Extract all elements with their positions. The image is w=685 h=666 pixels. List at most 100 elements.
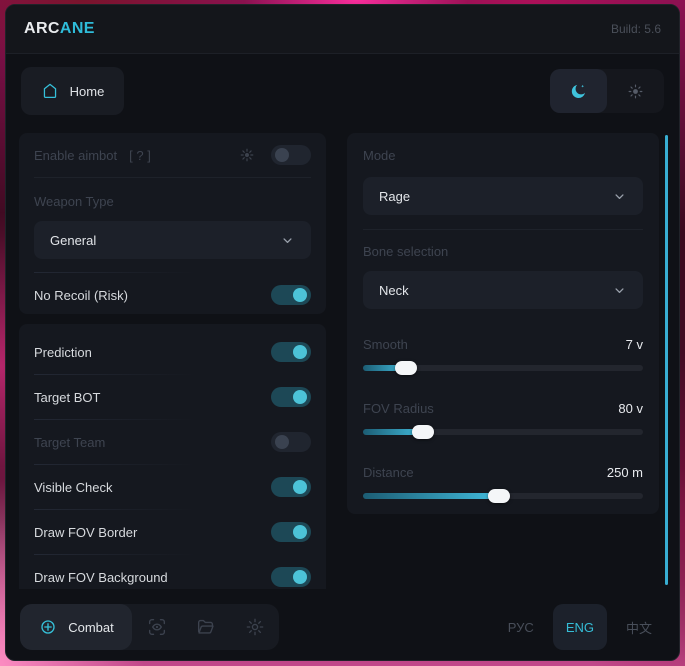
- brand-logo: ARCANE: [24, 20, 95, 38]
- gear-icon: [246, 618, 263, 636]
- distance-slider-track[interactable]: [363, 489, 643, 503]
- chevron-down-icon: [280, 233, 295, 248]
- crosshair-plus-icon: [41, 620, 55, 634]
- tab-bar: Combat: [20, 604, 279, 650]
- divider: [34, 374, 195, 375]
- chevron-down-icon: [612, 189, 627, 204]
- divider: [34, 272, 195, 273]
- divider: [34, 554, 195, 555]
- toggle-row-target-bot: Target BOT: [34, 375, 311, 419]
- divider: [34, 177, 311, 178]
- fov-radius-slider-track[interactable]: [363, 425, 643, 439]
- aimbot-column: Enable aimbot[ ? ] Weapon Type General: [19, 133, 326, 589]
- fov-radius-value: 80 v: [618, 401, 643, 416]
- mode-dropdown[interactable]: Rage: [363, 177, 643, 215]
- bottom-bar: Combat РУС ENG 中文: [6, 599, 679, 655]
- smooth-slider-knob[interactable]: [395, 361, 418, 375]
- fov-radius-slider-knob[interactable]: [412, 425, 435, 439]
- tab-settings[interactable]: [230, 604, 279, 650]
- slider-fill: [363, 429, 424, 435]
- toggle-label: Prediction: [34, 344, 92, 360]
- lang-rus-button[interactable]: РУС: [507, 619, 534, 635]
- no-recoil-label: No Recoil (Risk): [34, 287, 128, 303]
- target-bot-toggle[interactable]: [271, 387, 311, 407]
- divider: [34, 509, 195, 510]
- distance-value: 250 m: [606, 465, 643, 480]
- settings-column: Mode Rage Bone selection Neck Smooth: [347, 133, 659, 514]
- tab-combat[interactable]: Combat: [20, 604, 132, 650]
- smooth-slider-group: Smooth 7 v: [363, 337, 643, 375]
- slider-fill: [363, 493, 499, 499]
- lang-zh-button[interactable]: 中文: [625, 620, 652, 636]
- dark-mode-button[interactable]: [550, 69, 607, 113]
- tab-visuals[interactable]: [132, 604, 181, 650]
- toggles-card: Prediction Target BOT Target Team: [19, 324, 326, 589]
- draw-fov-border-toggle[interactable]: [271, 522, 311, 542]
- target-team-toggle[interactable]: [271, 432, 311, 452]
- toggle-row-target-team: Target Team: [34, 420, 311, 464]
- toggle-label: Draw FOV Background: [34, 569, 168, 585]
- fov-radius-label: FOV Radius: [363, 401, 434, 416]
- brand-suffix: ANE: [59, 20, 95, 37]
- home-icon: [43, 83, 56, 99]
- tab-configs[interactable]: [181, 604, 230, 650]
- light-mode-button[interactable]: [607, 69, 664, 113]
- toggle-label: Draw FOV Border: [34, 524, 138, 540]
- divider: [34, 464, 195, 465]
- toggle-row-draw-fov-border: Draw FOV Border: [34, 510, 311, 554]
- distance-slider-knob[interactable]: [487, 489, 510, 503]
- draw-fov-background-toggle[interactable]: [271, 567, 311, 587]
- weapon-type-value: General: [50, 232, 97, 248]
- mode-value: Rage: [379, 188, 411, 204]
- nav-row: Home: [6, 55, 679, 127]
- toggle-row-draw-fov-background: Draw FOV Background: [34, 555, 311, 589]
- folder-open-icon: [197, 619, 214, 634]
- chevron-down-icon: [612, 283, 627, 298]
- scrollbar[interactable]: [665, 135, 668, 585]
- toggle-row-prediction: Prediction: [34, 330, 311, 374]
- divider: [34, 419, 195, 420]
- moon-icon: [571, 84, 585, 98]
- help-hint[interactable]: [ ? ]: [129, 147, 151, 163]
- visible-check-toggle[interactable]: [271, 477, 311, 497]
- weapon-type-dropdown[interactable]: General: [34, 221, 311, 259]
- content-area: Enable aimbot[ ? ] Weapon Type General: [6, 133, 679, 589]
- enable-aimbot-toggle[interactable]: [271, 145, 311, 165]
- bone-selection-dropdown[interactable]: Neck: [363, 271, 643, 309]
- toggle-label: Visible Check: [34, 479, 113, 495]
- no-recoil-toggle[interactable]: [271, 285, 311, 305]
- distance-label: Distance: [363, 465, 414, 480]
- prediction-toggle[interactable]: [271, 342, 311, 362]
- divider: [363, 229, 643, 230]
- language-switcher: РУС ENG 中文: [495, 604, 665, 650]
- bone-selection-label: Bone selection: [363, 244, 449, 259]
- esp-eye-icon: [148, 618, 165, 636]
- combat-label: Combat: [68, 619, 114, 635]
- mode-label: Mode: [363, 148, 396, 163]
- theme-toggle-group: [550, 69, 664, 113]
- smooth-label: Smooth: [363, 337, 408, 352]
- enable-aimbot-label: Enable aimbot[ ? ]: [34, 147, 151, 163]
- smooth-slider-track[interactable]: [363, 361, 643, 375]
- fov-radius-slider-group: FOV Radius 80 v: [363, 401, 643, 439]
- home-button[interactable]: Home: [21, 67, 124, 115]
- no-recoil-row: No Recoil (Risk): [34, 273, 311, 314]
- sun-icon: [628, 84, 643, 98]
- home-label: Home: [69, 83, 105, 99]
- toggle-label: Target Team: [34, 434, 106, 450]
- slider-fill: [363, 365, 407, 371]
- lang-eng-button[interactable]: ENG: [552, 604, 607, 650]
- build-version: Build: 5.6: [610, 22, 661, 36]
- toggle-row-visible-check: Visible Check: [34, 465, 311, 509]
- smooth-value: 7 v: [625, 337, 643, 352]
- brand-prefix: ARC: [24, 20, 60, 37]
- distance-slider-group: Distance 250 m: [363, 465, 643, 503]
- weapon-type-label: Weapon Type: [34, 194, 114, 209]
- aimbot-settings-gear-icon[interactable]: [239, 147, 255, 163]
- mode-card: Mode Rage Bone selection Neck Smooth: [347, 133, 659, 514]
- bone-selection-value: Neck: [379, 282, 409, 298]
- aimbot-card: Enable aimbot[ ? ] Weapon Type General: [19, 133, 326, 314]
- app-window: ARCANE Build: 5.6 Home: [5, 4, 680, 661]
- toggle-label: Target BOT: [34, 389, 101, 405]
